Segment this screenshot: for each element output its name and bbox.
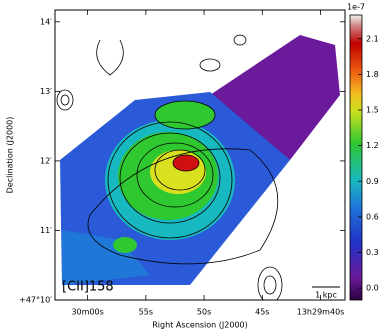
annotation: 1 kpc <box>315 291 337 300</box>
contour <box>60 94 70 106</box>
contour <box>96 39 124 76</box>
colorbar-tick-label: 0.0 <box>366 284 379 293</box>
colorbar-tick-label: 1.2 <box>366 141 379 150</box>
annotation: [CII]158 <box>62 280 114 295</box>
y-tick-label: 14′ <box>40 17 52 26</box>
colorbar-tick-label: 0.3 <box>366 248 379 257</box>
colorbar-tick-label: 1.5 <box>366 106 379 115</box>
y-tick-label: 13′ <box>40 87 52 96</box>
contour <box>107 121 233 239</box>
contour <box>154 100 216 130</box>
map-region <box>62 230 150 285</box>
contour <box>233 34 247 46</box>
x-tick-label: 13h29m40s <box>297 308 345 317</box>
map-image <box>56 34 340 300</box>
plot-frame <box>54 9 346 301</box>
map-region <box>173 155 199 171</box>
colorbar-tick-label: 0.9 <box>366 177 379 186</box>
colorbar-tick-label: 2.1 <box>366 34 379 43</box>
contour <box>87 148 279 265</box>
y-tick-label: 12′ <box>40 156 52 165</box>
contour <box>172 154 200 172</box>
x-tick-label: 30m00s <box>71 308 103 317</box>
colorbar <box>349 14 363 301</box>
contour <box>263 275 277 295</box>
colorbar-offset: 1e-7 <box>347 3 365 12</box>
contour <box>257 266 283 300</box>
colorbar-tick-label: 1.8 <box>366 70 379 79</box>
x-axis-title: Right Ascension (J2000) <box>152 321 248 330</box>
y-axis-title: Declination (J2000) <box>6 117 15 194</box>
x-tick-label: 50s <box>197 308 211 317</box>
y-tick-label: 11′ <box>40 226 52 235</box>
y-tick-label: +47°10′ <box>19 296 52 305</box>
x-tick-label: 55s <box>139 308 153 317</box>
contour <box>154 149 206 191</box>
map-region <box>113 237 137 253</box>
contour <box>56 89 74 111</box>
map-region <box>210 35 340 160</box>
contour <box>136 142 214 208</box>
contour <box>199 58 221 72</box>
colorbar-tick-label: 0.6 <box>366 212 379 221</box>
contour <box>119 132 221 224</box>
x-tick-label: 45s <box>255 308 269 317</box>
